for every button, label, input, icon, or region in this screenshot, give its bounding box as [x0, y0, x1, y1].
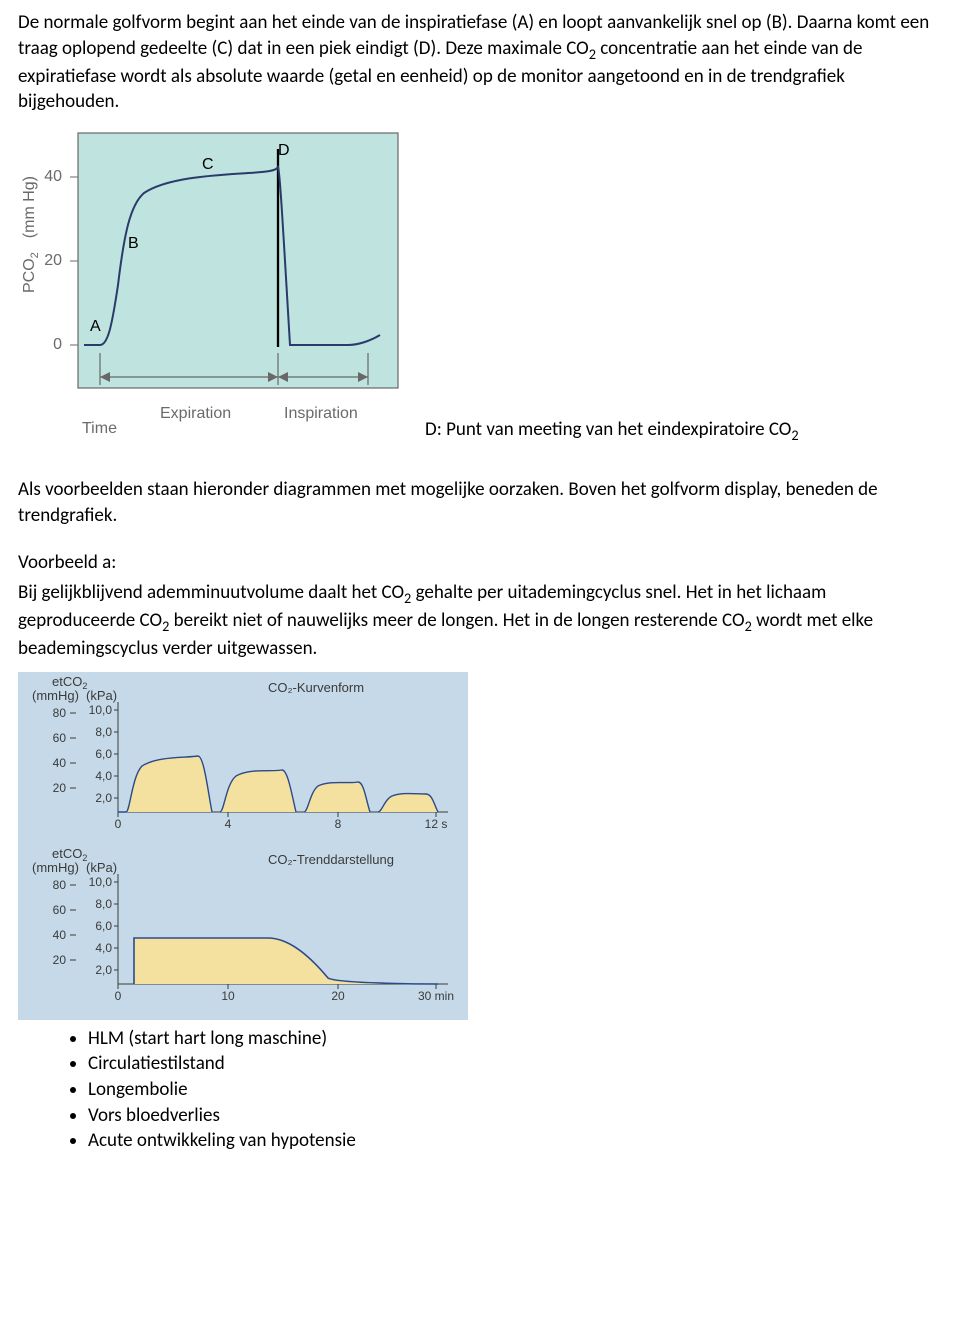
examples-intro: Als voorbeelden staan hieronder diagramm… [18, 477, 942, 528]
svg-text:20: 20 [331, 989, 345, 1003]
svg-text:60: 60 [53, 731, 67, 745]
svg-text:(kPa): (kPa) [86, 688, 117, 703]
svg-text:60: 60 [53, 903, 67, 917]
intro-sub-1: 2 [589, 44, 596, 62]
pt-C: C [202, 156, 214, 173]
svg-text:(kPa): (kPa) [86, 860, 117, 875]
phase-expiration: Expiration [160, 405, 231, 422]
pt-B: B [128, 235, 139, 252]
svg-text:12 s: 12 s [425, 817, 448, 831]
ytick-20: 20 [44, 252, 62, 269]
list-item: Circulatiestilstand [88, 1051, 942, 1077]
list-item: Vors bloedverlies [88, 1103, 942, 1129]
list-item: HLM (start hart long maschine) [88, 1026, 942, 1052]
intro-paragraph: De normale golfvorm begint aan het einde… [18, 10, 942, 115]
list-item: Longembolie [88, 1077, 942, 1103]
example-a-chart: etCO2 (mmHg) (kPa) CO₂-Kurvenform 80 60 … [18, 672, 468, 1020]
svg-text:6,0: 6,0 [95, 919, 112, 933]
phase-inspiration: Inspiration [284, 405, 358, 422]
svg-text:2,0: 2,0 [95, 791, 112, 805]
svg-text:20: 20 [53, 953, 67, 967]
svg-text:6,0: 6,0 [95, 747, 112, 761]
svg-text:CO₂-Kurvenform: CO₂-Kurvenform [268, 680, 364, 695]
example-a-text: Bij gelijkblijvend ademminuutvolume daal… [18, 580, 942, 662]
svg-text:8: 8 [335, 817, 342, 831]
svg-text:40: 40 [53, 756, 67, 770]
pt-A: A [90, 318, 101, 335]
capnogram-figure: 40 20 0 PCO2(mm Hg) [18, 125, 942, 451]
svg-text:4: 4 [225, 817, 232, 831]
pt-D: D [278, 142, 290, 159]
example-a-figure: etCO2 (mmHg) (kPa) CO₂-Kurvenform 80 60 … [18, 672, 942, 1020]
capnogram-chart: 40 20 0 PCO2(mm Hg) [18, 125, 413, 451]
svg-text:20: 20 [53, 781, 67, 795]
list-item: Acute ontwikkeling van hypotensie [88, 1128, 942, 1154]
svg-text:4,0: 4,0 [95, 941, 112, 955]
svg-text:0: 0 [115, 817, 122, 831]
svg-text:2,0: 2,0 [95, 963, 112, 977]
svg-text:10,0: 10,0 [89, 875, 113, 889]
ytick-40: 40 [44, 168, 62, 185]
svg-text:CO₂-Trenddarstellung: CO₂-Trenddarstellung [268, 852, 394, 867]
svg-text:(mmHg): (mmHg) [32, 688, 79, 703]
svg-text:10: 10 [221, 989, 235, 1003]
svg-text:(mmHg): (mmHg) [32, 860, 79, 875]
svg-text:0: 0 [115, 989, 122, 1003]
svg-text:40: 40 [53, 928, 67, 942]
svg-text:10,0: 10,0 [89, 703, 113, 717]
svg-text:8,0: 8,0 [95, 725, 112, 739]
svg-text:80: 80 [53, 706, 67, 720]
example-a-heading: Voorbeeld a: [18, 550, 942, 576]
svg-text:30 min: 30 min [418, 989, 454, 1003]
ytick-0: 0 [53, 336, 62, 353]
svg-text:80: 80 [53, 878, 67, 892]
cause-list: HLM (start hart long maschine) Circulati… [88, 1026, 942, 1154]
svg-text:8,0: 8,0 [95, 897, 112, 911]
x-label-time: Time [82, 420, 117, 437]
svg-text:4,0: 4,0 [95, 769, 112, 783]
capnogram-caption: D: Punt van meeting van het eindexpirato… [413, 417, 799, 451]
